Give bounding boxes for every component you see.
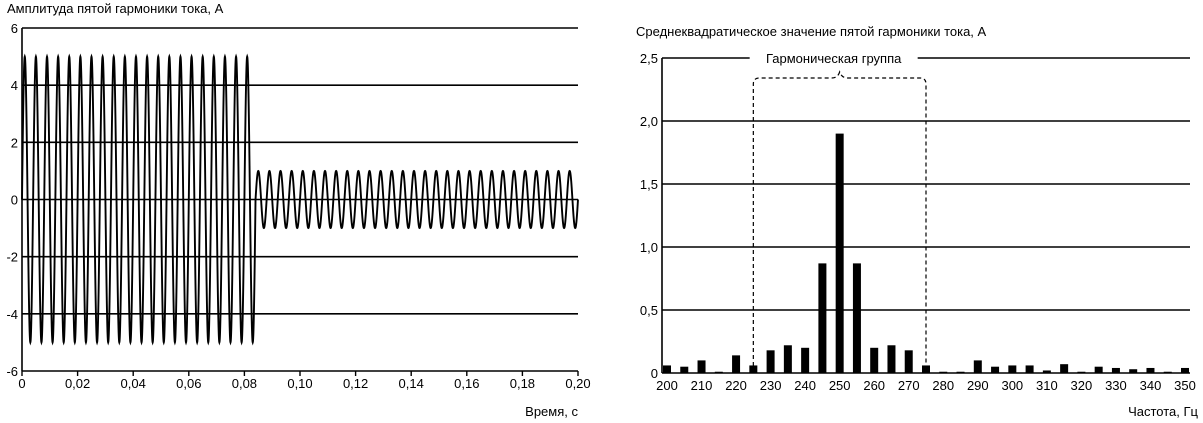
chart1-x-tick-label: 0,04 [121,376,146,391]
chart2-bar [1042,370,1051,373]
chart2-x-tick-label: 220 [725,378,747,393]
chart1-x-tick-label: 0,10 [287,376,312,391]
chart2-y-tick-label: 2,5 [640,51,658,66]
chart2-bar [1146,367,1155,373]
chart1-x-tick-label: 0,20 [565,376,590,391]
harmonic-group-bracket [752,70,927,373]
harmonic-group-label: Гармоническая группа [766,51,902,66]
spectrum-chart: Среднеквадратическое значение пятой гарм… [636,24,1199,419]
chart2-bar [1163,371,1172,373]
chart2-bar [956,371,965,373]
chart2-bar [714,371,723,373]
chart2-bar [973,360,982,373]
chart2-bar [1111,367,1120,373]
chart2-x-tick-label: 230 [760,378,782,393]
chart2-x-tick-label: 330 [1105,378,1127,393]
chart2-bar [887,345,896,373]
chart2-bar [870,347,879,373]
chart2-bar [1129,369,1138,373]
chart1-y-tick-label: 6 [11,21,18,36]
chart1-y-tick-label: -2 [6,250,18,265]
chart2-x-tick-label: 300 [1001,378,1023,393]
chart2-bar [1094,366,1103,373]
chart2-x-tick-label: 270 [898,378,920,393]
harmonic-group-label-bg [749,50,918,66]
chart1-x-tick-label: 0,16 [454,376,479,391]
chart1-y-tick-label: -4 [6,307,18,322]
chart2-bar [766,350,775,373]
chart2-x-axis-label: Частота, Гц [1128,404,1198,419]
chart1-y-tick-label: 4 [11,78,18,93]
chart1-y-tick-label: 0 [11,193,18,208]
chart2-bar [939,371,948,373]
chart2-bar [801,347,810,373]
chart2-x-tick-label: 210 [691,378,713,393]
chart2-x-tick-label: 200 [656,378,678,393]
chart2-x-tick-label: 290 [967,378,989,393]
chart2-bar [991,366,1000,373]
chart2-x-tick-label: 240 [794,378,816,393]
chart2-bar [818,263,827,373]
chart2-x-tick-label: 340 [1140,378,1162,393]
chart1-y-tick-label: 2 [11,135,18,150]
chart2-bar [663,365,671,373]
chart2-bar [1060,364,1069,373]
chart1-x-tick-label: 0,02 [65,376,90,391]
chart2-y-tick-labels: 2,5 2,0 1,5 1,0 0,5 0 [640,51,658,381]
chart1-x-tick-label: 0,14 [399,376,424,391]
chart1-title: Амплитуда пятой гармоники тока, А [7,1,224,16]
chart1-x-tick-label: 0,18 [510,376,535,391]
chart1-x-tick-labels: 0 0,02 0,04 0,06 0,08 0,10 0,12 0,14 0,16 0,18 0,2… [18,376,590,391]
chart2-bar [680,366,689,373]
chart2-y-tick-label: 2,0 [640,114,658,129]
chart2-x-tick-label: 320 [1071,378,1093,393]
chart1-x-tick-label: 0,12 [343,376,368,391]
chart1-x-tick-label: 0 [18,376,25,391]
chart2-x-tick-label: 310 [1036,378,1058,393]
chart2-bars [663,133,1189,373]
chart2-y-tick-label: 0 [651,366,658,381]
chart2-bar [1181,367,1189,373]
time-domain-chart: Амплитуда пятой гармоники тока, А 6 4 2 0 -2… [6,1,590,419]
chart2-bar [852,263,861,373]
chart1-series-line [21,53,579,346]
harmonic-group-bracket-line [752,70,927,373]
chart1-y-tick-label: -6 [6,364,18,379]
chart2-y-tick-label: 1,5 [640,177,658,192]
chart2-x-tick-labels: 200 210 220 230 240 250 260 270 280 290 300 310 320 3… [656,378,1196,393]
chart1-x-tick-label: 0,06 [176,376,201,391]
chart2-x-tick-label: 260 [863,378,885,393]
chart2-bar [732,355,741,373]
chart2-x-tick-label: 250 [829,378,851,393]
chart1-x-tick-label: 0,08 [232,376,257,391]
chart2-title: Среднеквадратическое значение пятой гарм… [636,24,987,39]
chart1-y-tick-labels: 6 4 2 0 -2 -4 -6 [6,21,18,379]
chart2-y-tick-label: 1,0 [640,240,658,255]
chart2-y-tick-label: 0,5 [640,303,658,318]
chart2-bar [1077,371,1086,373]
chart2-x-tick-label: 350 [1174,378,1196,393]
chart2-bar [835,133,844,373]
chart2-bar [1025,365,1034,373]
chart2-bar [1008,365,1017,373]
chart2-bar [904,350,913,373]
chart2-bar [697,360,706,373]
chart2-x-tick-label: 280 [932,378,954,393]
chart2-bar [783,345,792,373]
chart1-x-axis-label: Время, с [525,404,578,419]
